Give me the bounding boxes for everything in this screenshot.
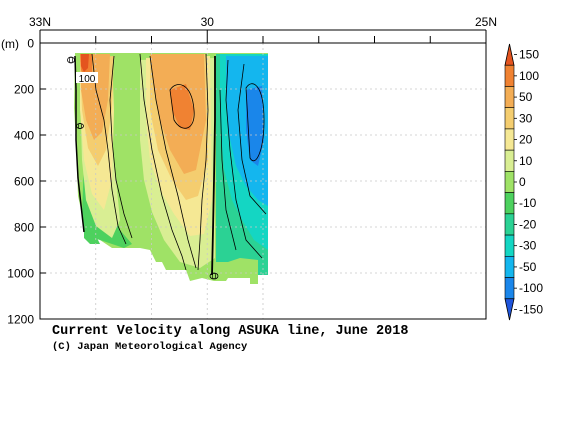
colorbar-swatch [504,277,515,300]
contour-lines [67,53,267,280]
colorbar-label: -20 [519,217,537,231]
colorbar-label: 10 [519,154,533,168]
colorbar-label: 150 [519,48,539,62]
y-tick-label: 800 [14,221,34,235]
contour-line [219,89,237,251]
contour-line [197,53,209,271]
field-blue-east [246,86,264,166]
contour-line [109,55,133,239]
field-bottom-left-step [84,230,100,244]
velocity-field [74,53,268,284]
contour-line [169,84,195,129]
y-tick-label: 1000 [7,267,34,281]
contour-label: 0 [212,272,217,281]
colorbar-swatch [504,298,515,321]
colorbar-swatch [504,192,515,215]
contour-label: 0 [69,56,74,65]
contour-loop [76,123,84,129]
colorbar-label: -10 [519,196,537,210]
colorbar-swatch [504,213,515,236]
x-tick-label: 33N [29,15,51,29]
contour-line [139,53,187,271]
contour-loop [67,56,75,64]
contour-line [149,55,197,269]
contour-line [91,53,127,245]
field-red-core [81,54,89,72]
colorbar-swatch [504,43,515,66]
y-tick-label: 200 [14,83,34,97]
colorbar-swatch [504,128,515,151]
contour-label: 0 [78,122,83,131]
colorbar-label: 50 [519,90,533,104]
contour-label: 100 [79,74,96,85]
field-dark-orange-center [170,84,194,130]
colorbar-label: -150 [519,302,543,316]
y-tick-label: 1200 [7,313,34,327]
x-tick-label: 25N [475,15,497,29]
contour-label-background [76,72,98,83]
colorbar-swatch [504,234,515,257]
colorbar-swatch [504,64,515,87]
colorbar-label: 20 [519,133,533,147]
colorbar-label: -50 [519,260,537,274]
colorbar-label: 100 [519,69,539,83]
x-tick-label: 30 [201,15,215,29]
contour-zero-east [211,56,216,276]
colorbar-swatch [504,107,515,130]
y-tick-label: 0 [27,37,34,51]
colorbar-swatch [504,149,515,172]
contour-zero-west [74,55,85,233]
colorbar-swatch [504,171,515,193]
colorbar-swatch [504,256,515,278]
contour-line [225,59,263,259]
colorbar-swatch [504,86,515,108]
y-tick-label: 600 [14,175,34,189]
contour-line [245,83,265,161]
colorbar-label: -30 [519,239,537,253]
colorbar-label: -100 [519,281,543,295]
credit-text: (C) Japan Meteorological Agency [52,341,248,353]
colorbar-label: 0 [519,175,526,189]
contour-loop [209,272,219,280]
y-tick-label: 400 [14,129,34,143]
chart-title: Current Velocity along ASUKA line, June … [52,324,408,339]
plot-area [39,42,487,320]
contour-line [237,63,267,215]
y-axis-label: (m) [1,37,19,51]
colorbar-label: 30 [519,111,533,125]
